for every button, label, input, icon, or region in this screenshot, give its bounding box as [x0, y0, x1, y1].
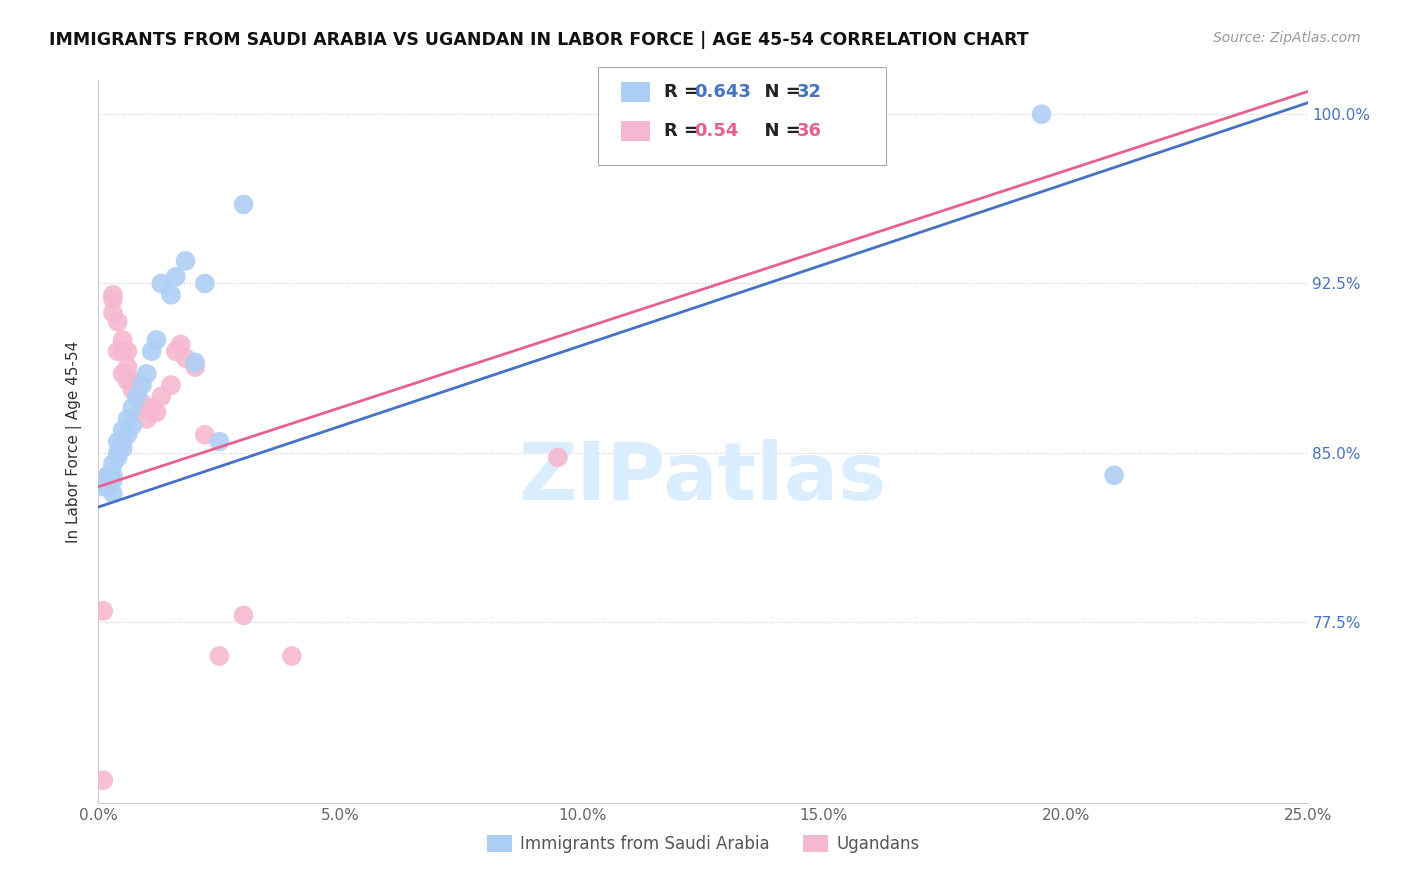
Point	[145, 333, 167, 347]
Y-axis label: In Labor Force | Age 45-54: In Labor Force | Age 45-54	[66, 341, 83, 542]
Point	[91, 480, 114, 494]
Text: N =: N =	[752, 83, 807, 101]
Point	[97, 480, 120, 494]
Point	[135, 412, 157, 426]
Point	[184, 359, 207, 374]
Point	[97, 468, 120, 483]
Point	[127, 389, 149, 403]
Point	[184, 355, 207, 369]
Point	[121, 401, 143, 415]
Point	[150, 277, 173, 291]
Point	[1031, 107, 1053, 121]
Point	[111, 423, 134, 437]
Point	[117, 412, 139, 426]
Point	[174, 253, 197, 268]
Point	[208, 434, 231, 449]
Point	[111, 434, 134, 449]
Point	[174, 351, 197, 365]
Text: N =: N =	[752, 122, 807, 140]
Point	[160, 378, 183, 392]
Point	[117, 344, 139, 359]
Point	[117, 427, 139, 442]
Point	[97, 480, 120, 494]
Point	[194, 277, 217, 291]
Point	[111, 333, 134, 347]
Point	[208, 648, 231, 663]
Point	[141, 401, 163, 415]
Text: R =: R =	[664, 122, 704, 140]
Point	[131, 396, 153, 410]
Point	[135, 367, 157, 381]
Point	[97, 468, 120, 483]
Point	[107, 450, 129, 465]
Point	[127, 389, 149, 403]
Point	[131, 401, 153, 415]
Point	[107, 344, 129, 359]
Point	[107, 315, 129, 329]
Point	[107, 446, 129, 460]
Point	[101, 287, 124, 301]
Point	[111, 344, 134, 359]
Point	[145, 405, 167, 419]
Point	[194, 427, 217, 442]
Text: 32: 32	[797, 83, 823, 101]
Text: Source: ZipAtlas.com: Source: ZipAtlas.com	[1213, 31, 1361, 45]
Point	[111, 442, 134, 456]
Point	[107, 434, 129, 449]
Point	[111, 367, 134, 381]
Point	[101, 486, 124, 500]
Point	[131, 378, 153, 392]
Point	[165, 344, 187, 359]
Point	[150, 389, 173, 403]
Point	[101, 473, 124, 487]
Point	[141, 344, 163, 359]
Text: R =: R =	[664, 83, 704, 101]
Text: ZIPatlas: ZIPatlas	[519, 439, 887, 516]
Point	[169, 337, 191, 351]
Text: IMMIGRANTS FROM SAUDI ARABIA VS UGANDAN IN LABOR FORCE | AGE 45-54 CORRELATION C: IMMIGRANTS FROM SAUDI ARABIA VS UGANDAN …	[49, 31, 1029, 49]
Point	[127, 383, 149, 397]
Point	[101, 306, 124, 320]
Point	[160, 287, 183, 301]
Point	[121, 418, 143, 433]
Text: 0.643: 0.643	[695, 83, 751, 101]
Point	[91, 604, 114, 618]
Point	[165, 269, 187, 284]
Point	[860, 107, 883, 121]
Point	[281, 648, 304, 663]
Point	[232, 608, 254, 623]
Point	[117, 374, 139, 388]
Point	[101, 468, 124, 483]
Point	[547, 450, 569, 465]
Text: 0.54: 0.54	[695, 122, 740, 140]
Legend: Immigrants from Saudi Arabia, Ugandans: Immigrants from Saudi Arabia, Ugandans	[479, 828, 927, 860]
Point	[121, 374, 143, 388]
Point	[117, 359, 139, 374]
Point	[232, 197, 254, 211]
Point	[101, 457, 124, 471]
Point	[91, 773, 114, 788]
Point	[101, 293, 124, 307]
Text: 36: 36	[797, 122, 823, 140]
Point	[1102, 468, 1125, 483]
Point	[121, 383, 143, 397]
